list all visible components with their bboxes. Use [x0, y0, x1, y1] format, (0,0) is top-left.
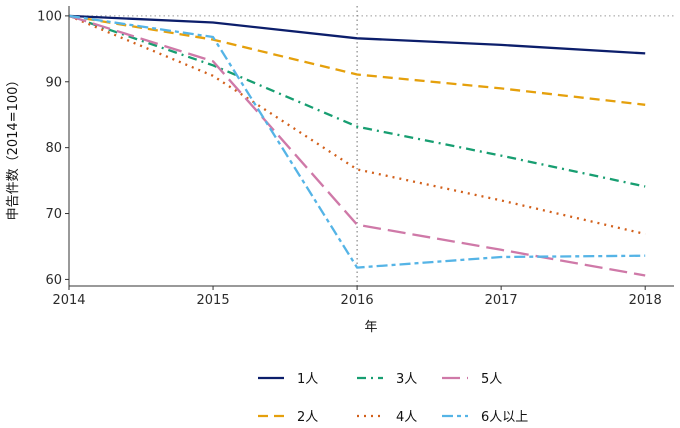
reference-lines	[69, 6, 674, 286]
plot-area: 60 70 80 90 100 2014 2015 2016 2017 2018	[37, 6, 674, 308]
legend-item: 1人	[258, 372, 318, 387]
x-tick-label: 2014	[52, 293, 85, 308]
series-lines	[68, 14, 646, 277]
x-tick-label: 2015	[197, 293, 230, 308]
x-tick-label: 2018	[629, 293, 662, 308]
series-line-1	[68, 14, 646, 55]
legend-item: 3人	[357, 372, 417, 387]
y-tick-label: 90	[45, 75, 62, 90]
series-line-3	[68, 14, 646, 188]
legend-label: 2人	[297, 410, 318, 425]
series-line-5	[68, 14, 646, 277]
x-axis-title: 年	[364, 320, 377, 335]
x-axis-ticks: 2014 2015 2016 2017 2018	[52, 286, 662, 308]
legend-item: 5人	[442, 372, 502, 387]
x-tick-label: 2017	[485, 293, 518, 308]
legend-label: 6人以上	[481, 410, 528, 425]
y-axis-title: 申告件数（2014=100）	[6, 74, 21, 221]
y-axis-ticks: 60 70 80 90 100	[37, 9, 69, 288]
x-tick-label: 2016	[341, 293, 374, 308]
legend: 1人 2人 3人 4人 5人 6人以上	[258, 372, 528, 425]
y-tick-label: 100	[37, 9, 62, 24]
series-line-6	[68, 14, 646, 269]
legend-item: 6人以上	[442, 410, 528, 425]
legend-label: 1人	[297, 372, 318, 387]
y-tick-label: 80	[45, 141, 62, 156]
y-tick-label: 60	[45, 273, 62, 288]
legend-item: 2人	[258, 410, 318, 425]
legend-item: 4人	[357, 410, 417, 425]
legend-label: 5人	[481, 372, 502, 387]
legend-label: 4人	[396, 410, 417, 425]
series-line-2	[68, 14, 646, 106]
y-tick-label: 70	[45, 207, 62, 222]
legend-label: 3人	[396, 372, 417, 387]
